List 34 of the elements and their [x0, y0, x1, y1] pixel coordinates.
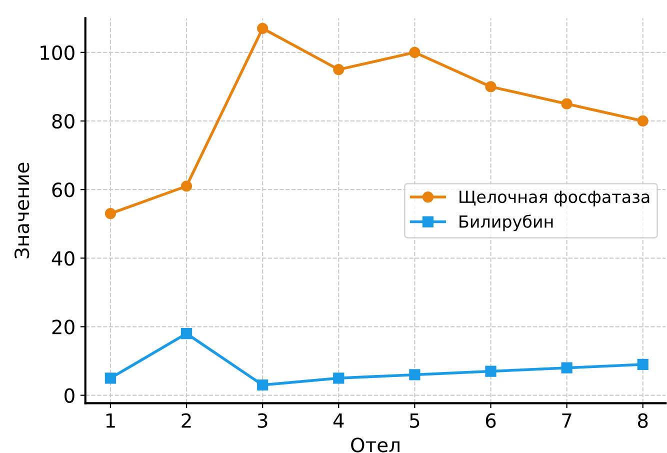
x-tick-label: 5 — [410, 413, 420, 428]
point — [180, 180, 192, 192]
x-tick-label: 3 — [258, 413, 268, 428]
point — [485, 366, 496, 377]
y-tick-label: 40 — [52, 251, 74, 266]
legend-label: Билирубин — [460, 214, 553, 232]
x-tick-label: 2 — [182, 413, 191, 428]
point — [333, 372, 344, 384]
point — [637, 115, 648, 127]
point — [257, 22, 268, 34]
y-tick-label: 80 — [52, 114, 74, 129]
point — [637, 358, 648, 370]
point — [104, 372, 116, 384]
y-axis-title: Значение — [14, 162, 30, 258]
y-tick-label: 0 — [64, 388, 74, 403]
point — [180, 328, 192, 340]
y-tick-label: 100 — [40, 45, 74, 60]
point — [409, 369, 420, 380]
point — [333, 64, 344, 76]
point — [409, 46, 420, 58]
point — [561, 362, 572, 374]
point — [485, 81, 496, 92]
x-axis-title: Отел — [351, 438, 400, 452]
x-tick-label: 8 — [638, 413, 648, 428]
x-tick-label: 6 — [486, 413, 496, 428]
y-tick-label: 60 — [52, 182, 74, 198]
y-tick-label: 20 — [52, 320, 74, 334]
legend-label: Щелочная фосфатаза — [460, 190, 650, 206]
point — [257, 379, 268, 391]
x-tick-label: 4 — [333, 413, 344, 428]
x-tick-label: 1 — [106, 413, 115, 428]
point — [561, 98, 572, 110]
x-tick-label: 7 — [562, 413, 572, 428]
point — [104, 208, 116, 220]
